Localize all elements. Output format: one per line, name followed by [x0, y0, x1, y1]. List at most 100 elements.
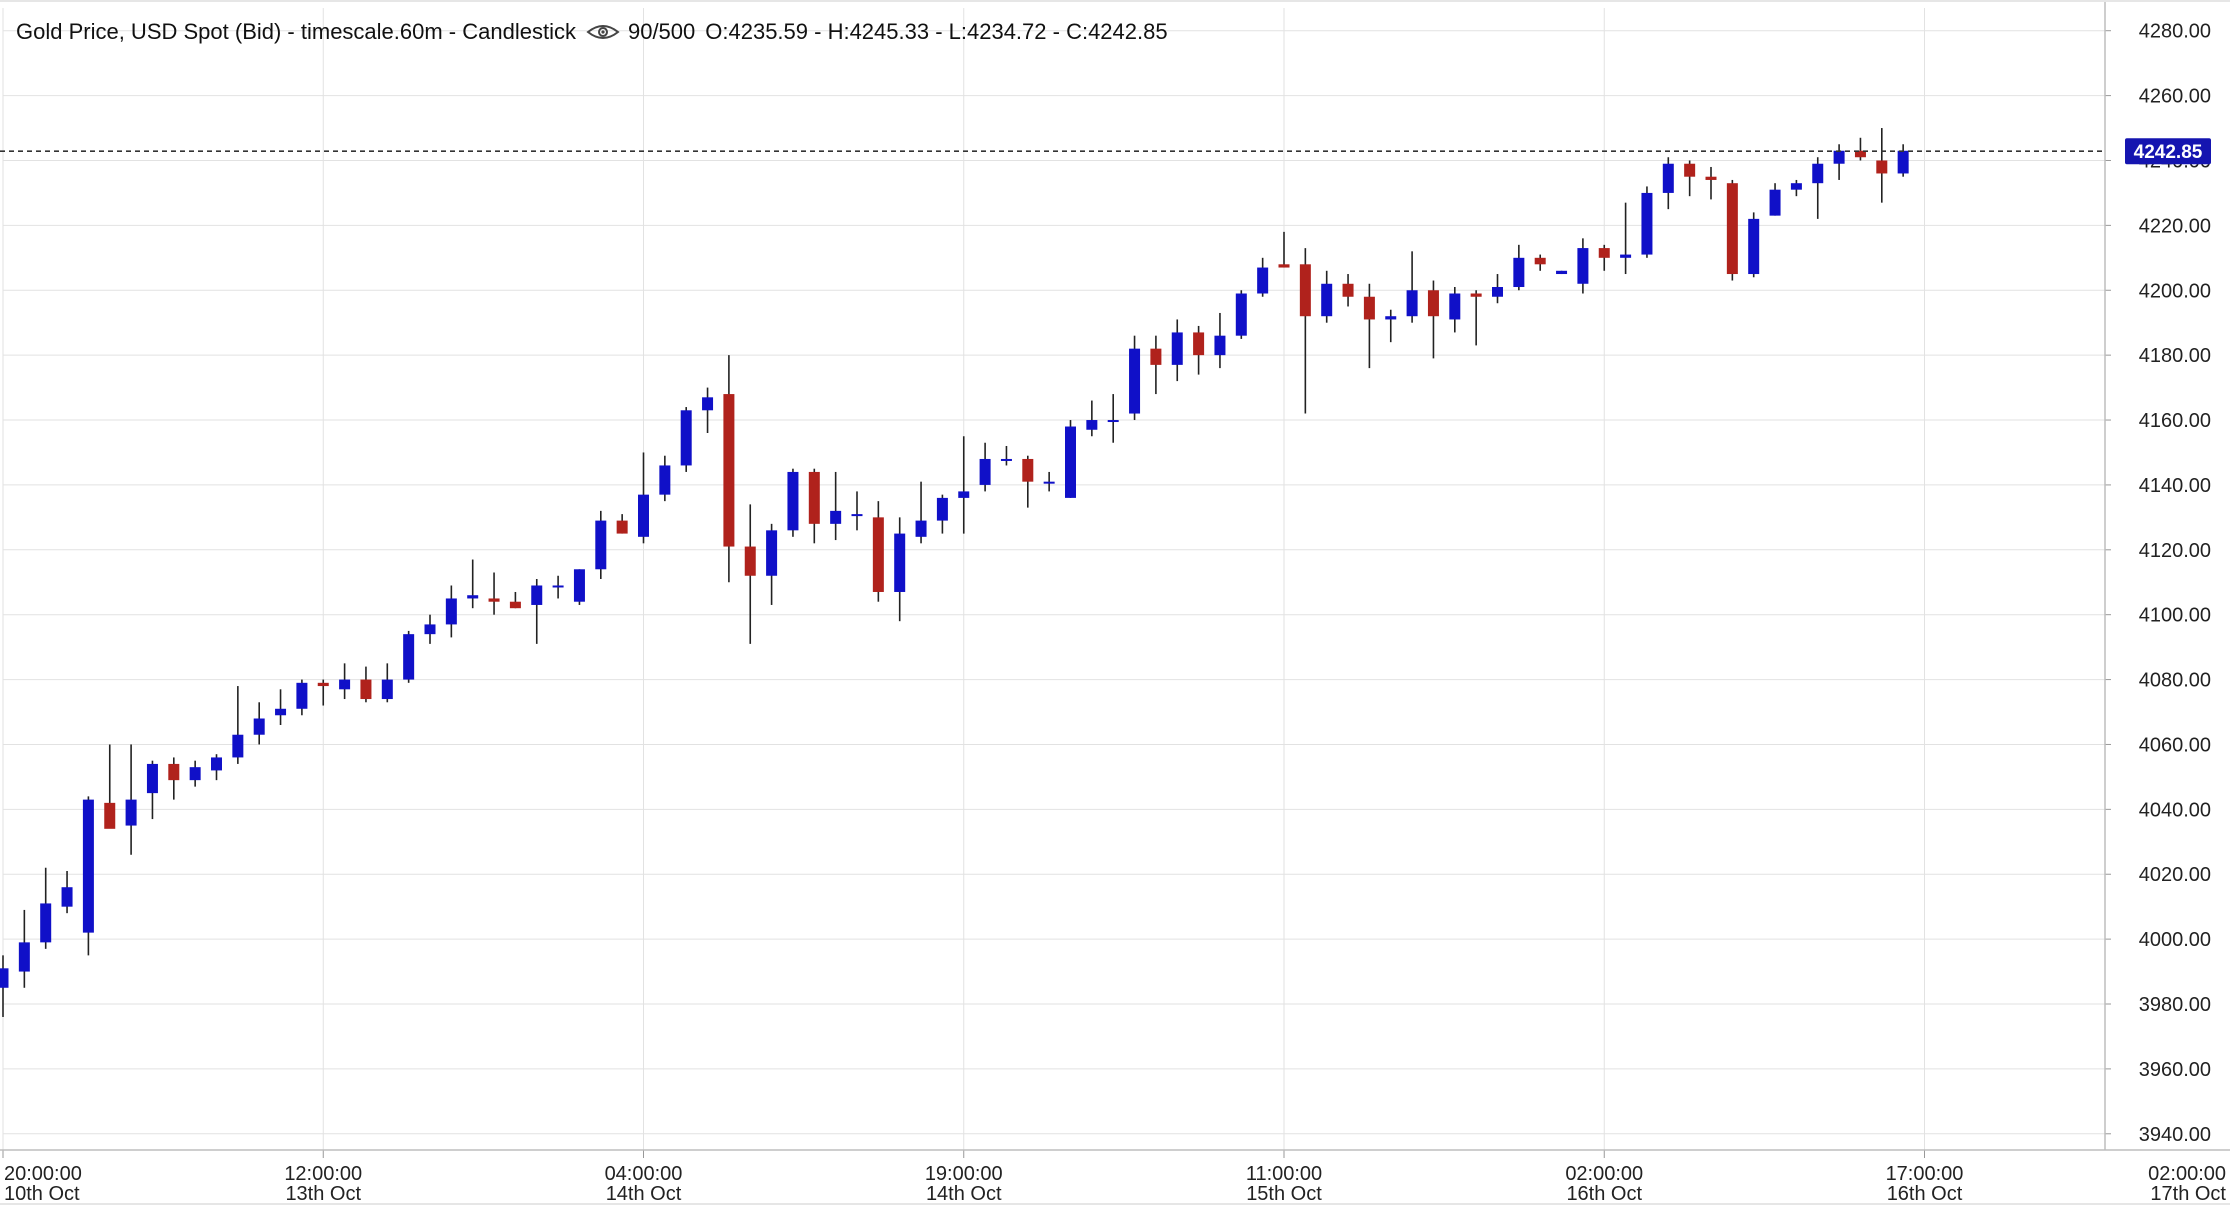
- candle-down: [1150, 335, 1162, 395]
- y-tick-label: 4000.00: [2139, 929, 2211, 951]
- candle-body: [894, 533, 906, 592]
- candle-up: [211, 754, 222, 781]
- candle-body: [1107, 420, 1119, 423]
- candle-up: [1385, 309, 1397, 343]
- x-tick-time: 19:00:00: [925, 1163, 1003, 1185]
- ohlc-readout: O:4235.59 - H:4245.33 - L:4234.72 - C:42…: [705, 19, 1168, 44]
- candle-up: [1492, 274, 1503, 304]
- candle-up: [1129, 335, 1141, 421]
- candle-up: [146, 760, 158, 820]
- grid: [2, 8, 2105, 1150]
- candle-body: [189, 767, 201, 781]
- candle-down: [1427, 280, 1439, 359]
- candle-up: [1769, 183, 1781, 216]
- candle-up: [1449, 287, 1461, 333]
- candle-body: [1534, 257, 1546, 265]
- candle-down: [509, 591, 521, 609]
- candle-up: [1748, 212, 1760, 278]
- candle-up: [1812, 157, 1824, 219]
- x-tick-date: 13th Oct: [285, 1183, 361, 1205]
- y-tick-label: 4280.00: [2139, 21, 2211, 43]
- candle-body: [1854, 150, 1866, 158]
- chart-title: Gold Price, USD Spot (Bid) - timescale.6…: [16, 19, 576, 44]
- candle-up: [1235, 290, 1247, 339]
- candle-body: [1662, 163, 1674, 193]
- candle-up: [445, 585, 457, 638]
- candle-down: [872, 501, 884, 602]
- candle-body: [744, 546, 756, 576]
- candle-up: [1000, 445, 1012, 466]
- candle-body: [1812, 163, 1824, 184]
- candle-up: [339, 663, 351, 700]
- candle-up: [1257, 257, 1269, 297]
- candle-body: [1556, 270, 1568, 275]
- candle-up: [18, 909, 30, 988]
- candle-body: [531, 585, 543, 605]
- candle-up: [680, 407, 692, 472]
- candle-body: [1577, 248, 1589, 284]
- candle-body: [1257, 267, 1269, 294]
- candle-up: [531, 579, 543, 644]
- x-tick-time: 02:00:00: [1565, 1163, 1643, 1185]
- candle-body: [1065, 426, 1076, 498]
- price-overlay: 4242.85: [0, 138, 2211, 165]
- candle-body: [1321, 283, 1333, 317]
- candle-body: [403, 634, 415, 680]
- candle-body: [595, 520, 607, 570]
- candle-body: [1684, 163, 1696, 177]
- y-tick-label: 4080.00: [2139, 670, 2211, 692]
- candle-up: [1086, 400, 1098, 437]
- candle-down: [1726, 179, 1738, 281]
- x-tick-time: 20:00:00: [4, 1163, 82, 1185]
- candle-down: [723, 355, 735, 583]
- candle-body: [1022, 458, 1034, 482]
- candle-body: [1406, 290, 1418, 317]
- candle-body: [1299, 264, 1311, 317]
- eye-icon[interactable]: [586, 22, 620, 42]
- candle-body: [82, 799, 94, 933]
- candle-body: [936, 497, 948, 521]
- candle-body: [638, 494, 649, 537]
- chart-header: Gold Price, USD Spot (Bid) - timescale.6…: [16, 16, 1168, 48]
- candle-up: [1171, 319, 1183, 382]
- candle-up: [1641, 186, 1653, 258]
- candle-body: [680, 410, 692, 466]
- bar-count: 90/500: [627, 19, 696, 44]
- x-tick-date: 15th Oct: [1246, 1183, 1322, 1205]
- candle-up: [1790, 179, 1802, 197]
- candle-up: [787, 468, 799, 537]
- x-tick-time: 12:00:00: [284, 1163, 362, 1185]
- candle-body: [979, 458, 991, 485]
- candle-up: [1321, 270, 1333, 323]
- candle-body: [317, 682, 329, 687]
- candle-down: [1363, 283, 1375, 369]
- candle-body: [18, 942, 30, 972]
- x-tick-time: 02:00:00: [2148, 1163, 2226, 1185]
- candle-body: [1620, 254, 1632, 258]
- candle-body: [1449, 293, 1461, 320]
- candle-body: [488, 598, 500, 602]
- candle-up: [830, 471, 842, 541]
- candle-body: [1129, 348, 1141, 414]
- candle-body: [1876, 160, 1888, 174]
- candle-down: [360, 666, 372, 703]
- candle-up: [958, 436, 970, 534]
- candle-up: [702, 387, 714, 434]
- x-tick-date: 14th Oct: [606, 1183, 682, 1205]
- candle-up: [125, 744, 137, 855]
- candle-up: [1833, 144, 1845, 180]
- candle-body: [1363, 296, 1375, 320]
- y-tick-label: 4100.00: [2139, 605, 2211, 627]
- candle-body: [1790, 183, 1802, 190]
- candle-body: [1427, 290, 1439, 317]
- y-tick-label: 4040.00: [2139, 799, 2211, 821]
- last-price-label: 4242.85: [2134, 142, 2203, 163]
- candle-body: [702, 397, 714, 411]
- candle-body: [1470, 293, 1482, 297]
- candle-body: [1385, 316, 1397, 320]
- candle-up: [232, 686, 244, 764]
- candle-body: [723, 394, 735, 547]
- candle-up: [552, 575, 564, 599]
